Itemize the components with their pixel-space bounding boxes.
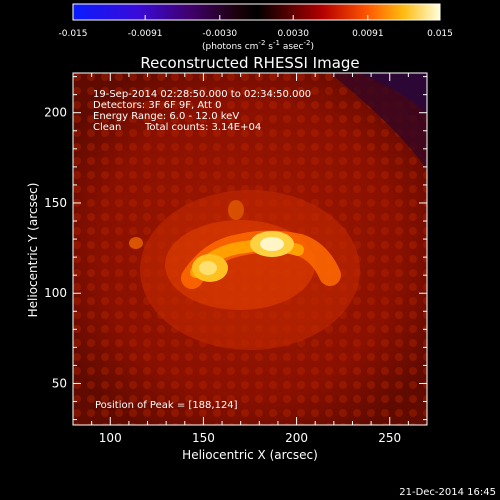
- y-tick-label: 150: [44, 196, 67, 210]
- colorbar-tick-label: -0.015: [58, 29, 87, 39]
- clean-label: Clean: [93, 122, 121, 133]
- y-axis-label: Heliocentric Y (arcsec): [26, 183, 40, 318]
- info-annotations: 19-Sep-2014 02:28:50.000 to 02:34:50.000…: [93, 89, 311, 411]
- solar-image: [73, 73, 427, 425]
- colorbar-tick-label: -0.0091: [128, 29, 163, 39]
- x-axis-label: Heliocentric X (arcsec): [182, 448, 318, 462]
- energy-range-text: Energy Range: 6.0 - 12.0 keV: [93, 111, 239, 122]
- total-counts-text: Total counts: 3.14E+04: [144, 122, 261, 133]
- y-tick-label: 50: [52, 376, 67, 390]
- colorbar-tick-label: 0.0030: [277, 29, 309, 39]
- x-tick-label: 200: [285, 431, 308, 445]
- colorbar-gradient: [72, 3, 441, 21]
- x-tick-label: 250: [378, 431, 401, 445]
- y-tick-label: 100: [44, 286, 67, 300]
- colorbar-tick-label: 0.0091: [352, 29, 384, 39]
- x-tick-label: 100: [99, 431, 122, 445]
- peak-position-text: Position of Peak = [188,124]: [95, 400, 238, 411]
- colorbar: -0.015 -0.0091 -0.0030 0.0030 0.0091 0.015 (p…: [58, 3, 453, 52]
- y-tick-label: 200: [44, 106, 67, 120]
- colorbar-tick-label: -0.0030: [202, 29, 237, 39]
- colorbar-tick-label: 0.015: [427, 29, 453, 39]
- x-tick-label: 150: [192, 431, 215, 445]
- colorbar-unit-label: (photons cm-2 s-1 asec-2): [202, 39, 314, 52]
- time-range-text: 19-Sep-2014 02:28:50.000 to 02:34:50.000: [93, 89, 311, 100]
- plot-title: Reconstructed RHESSI Image: [140, 54, 359, 72]
- plot-frame: [72, 72, 428, 426]
- detectors-text: Detectors: 3F 6F 9F, Att 0: [93, 100, 221, 111]
- footer-timestamp: 21-Dec-2014 16:45: [399, 487, 496, 498]
